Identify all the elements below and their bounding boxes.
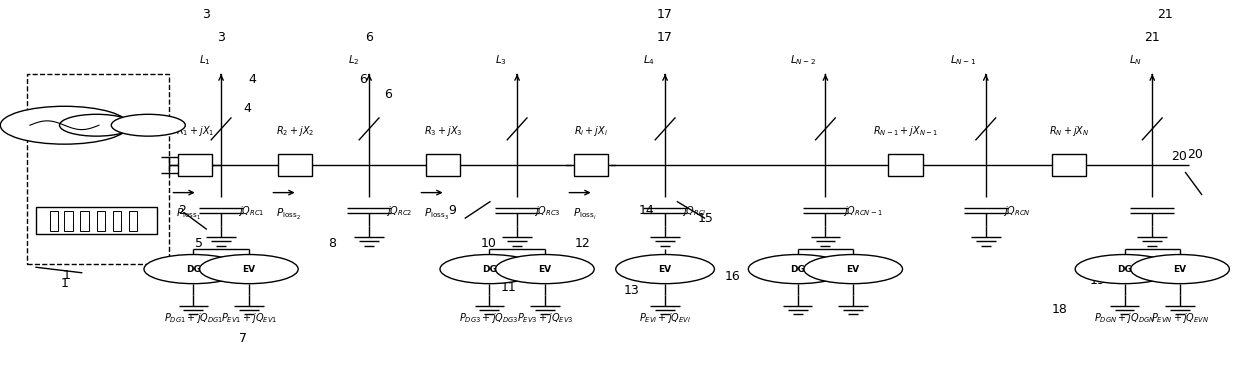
Text: 18: 18 — [1052, 303, 1068, 316]
Text: $L_{N-1}$: $L_{N-1}$ — [950, 53, 976, 66]
Text: $L_{N-2}$: $L_{N-2}$ — [790, 53, 816, 66]
Text: 6: 6 — [384, 88, 392, 101]
Text: DG: DG — [482, 265, 497, 273]
Text: EV: EV — [847, 265, 859, 273]
Bar — [1052, 155, 1086, 176]
Text: 19: 19 — [1090, 273, 1106, 287]
Bar — [50, 211, 58, 231]
Text: $P_{DG1}+jQ_{DG1}$: $P_{DG1}+jQ_{DG1}$ — [164, 311, 223, 325]
Text: 10: 10 — [481, 237, 497, 250]
Text: 2: 2 — [177, 204, 186, 217]
Text: 4: 4 — [248, 73, 255, 86]
Text: 4: 4 — [243, 102, 252, 115]
Text: 15: 15 — [698, 212, 714, 225]
Text: 6: 6 — [358, 73, 367, 86]
Text: 1: 1 — [61, 277, 68, 290]
Text: $R_N+jX_N$: $R_N+jX_N$ — [1049, 124, 1089, 138]
Text: $P_{DG3}+jQ_{DG3}$: $P_{DG3}+jQ_{DG3}$ — [460, 311, 520, 325]
Text: 17: 17 — [657, 31, 673, 44]
Text: $L_1$: $L_1$ — [200, 53, 211, 66]
Text: $L_3$: $L_3$ — [495, 53, 507, 66]
Circle shape — [749, 255, 847, 284]
Text: $L_4$: $L_4$ — [644, 53, 655, 66]
Text: $L_2$: $L_2$ — [347, 53, 360, 66]
Bar — [278, 155, 312, 176]
Text: $P_{DGN}+jQ_{DGN}$: $P_{DGN}+jQ_{DGN}$ — [1094, 311, 1156, 325]
Text: EV: EV — [242, 265, 255, 273]
Text: 16: 16 — [725, 270, 740, 283]
Text: $R_{N-1}+jX_{N-1}$: $R_{N-1}+jX_{N-1}$ — [873, 124, 939, 138]
Text: 3: 3 — [202, 8, 211, 21]
Text: 20: 20 — [1172, 150, 1188, 163]
Text: EV: EV — [658, 265, 672, 273]
Text: $P_{EV1}+jQ_{EV1}$: $P_{EV1}+jQ_{EV1}$ — [221, 311, 277, 325]
Circle shape — [496, 255, 594, 284]
Text: $jQ_{RCN}$: $jQ_{RCN}$ — [1003, 204, 1030, 218]
Text: 9: 9 — [448, 204, 455, 217]
Text: $R_2+jX_2$: $R_2+jX_2$ — [277, 124, 314, 138]
Text: $jQ_{RCi}$: $jQ_{RCi}$ — [682, 204, 707, 218]
Text: 1: 1 — [63, 269, 71, 282]
Text: $jQ_{RC2}$: $jQ_{RC2}$ — [387, 204, 413, 218]
Bar — [27, 74, 170, 264]
Text: $P_{\mathrm{loss}_i}$: $P_{\mathrm{loss}_i}$ — [573, 207, 596, 222]
Text: 5: 5 — [195, 237, 203, 250]
Text: 3: 3 — [217, 31, 224, 44]
Text: 17: 17 — [657, 8, 673, 21]
Circle shape — [0, 106, 129, 144]
Circle shape — [200, 255, 298, 284]
Text: 6: 6 — [365, 31, 373, 44]
Circle shape — [144, 255, 243, 284]
Circle shape — [60, 114, 134, 136]
Bar — [97, 211, 105, 231]
Text: $P_{\mathrm{loss}_2}$: $P_{\mathrm{loss}_2}$ — [277, 207, 301, 222]
Text: 7: 7 — [239, 332, 247, 345]
Text: $P_{\mathrm{loss}_3}$: $P_{\mathrm{loss}_3}$ — [424, 207, 450, 222]
Text: $jQ_{RC3}$: $jQ_{RC3}$ — [534, 204, 562, 218]
Text: 8: 8 — [329, 237, 336, 250]
Circle shape — [112, 114, 185, 136]
Text: $R_3+jX_3$: $R_3+jX_3$ — [424, 124, 463, 138]
Text: 14: 14 — [639, 204, 655, 217]
Text: $P_{\mathrm{loss}_1}$: $P_{\mathrm{loss}_1}$ — [176, 207, 202, 222]
Text: DG: DG — [1117, 265, 1132, 273]
Bar — [81, 211, 89, 231]
Text: EV: EV — [538, 265, 552, 273]
Bar — [36, 207, 157, 235]
Bar — [425, 155, 460, 176]
Bar — [888, 155, 923, 176]
Text: EV: EV — [1173, 265, 1187, 273]
Circle shape — [804, 255, 903, 284]
Text: 21: 21 — [1157, 8, 1173, 21]
Circle shape — [440, 255, 538, 284]
Bar — [113, 211, 122, 231]
Bar — [64, 211, 73, 231]
Circle shape — [616, 255, 714, 284]
Text: 11: 11 — [501, 281, 516, 294]
Text: $R_1+jX_1$: $R_1+jX_1$ — [176, 124, 215, 138]
Text: $P_{EV3}+jQ_{EV3}$: $P_{EV3}+jQ_{EV3}$ — [517, 311, 573, 325]
Text: DG: DG — [186, 265, 201, 273]
Bar — [177, 155, 212, 176]
Text: $jQ_{RCN-1}$: $jQ_{RCN-1}$ — [843, 204, 883, 218]
Text: $jQ_{RC1}$: $jQ_{RC1}$ — [238, 204, 265, 218]
Text: $R_i+jX_i$: $R_i+jX_i$ — [574, 124, 608, 138]
Text: 12: 12 — [574, 237, 590, 250]
Bar — [129, 211, 138, 231]
Text: $P_{EVi}+jQ_{EVi}$: $P_{EVi}+jQ_{EVi}$ — [639, 311, 691, 325]
Text: DG: DG — [790, 265, 805, 273]
Text: $P_{EVN}+jQ_{EVN}$: $P_{EVN}+jQ_{EVN}$ — [1151, 311, 1209, 325]
Circle shape — [1075, 255, 1174, 284]
Circle shape — [1131, 255, 1229, 284]
Text: 21: 21 — [1145, 31, 1161, 44]
Text: 13: 13 — [624, 284, 640, 297]
Text: 20: 20 — [1188, 148, 1203, 161]
Bar — [574, 155, 609, 176]
Text: $L_N$: $L_N$ — [1130, 53, 1142, 66]
